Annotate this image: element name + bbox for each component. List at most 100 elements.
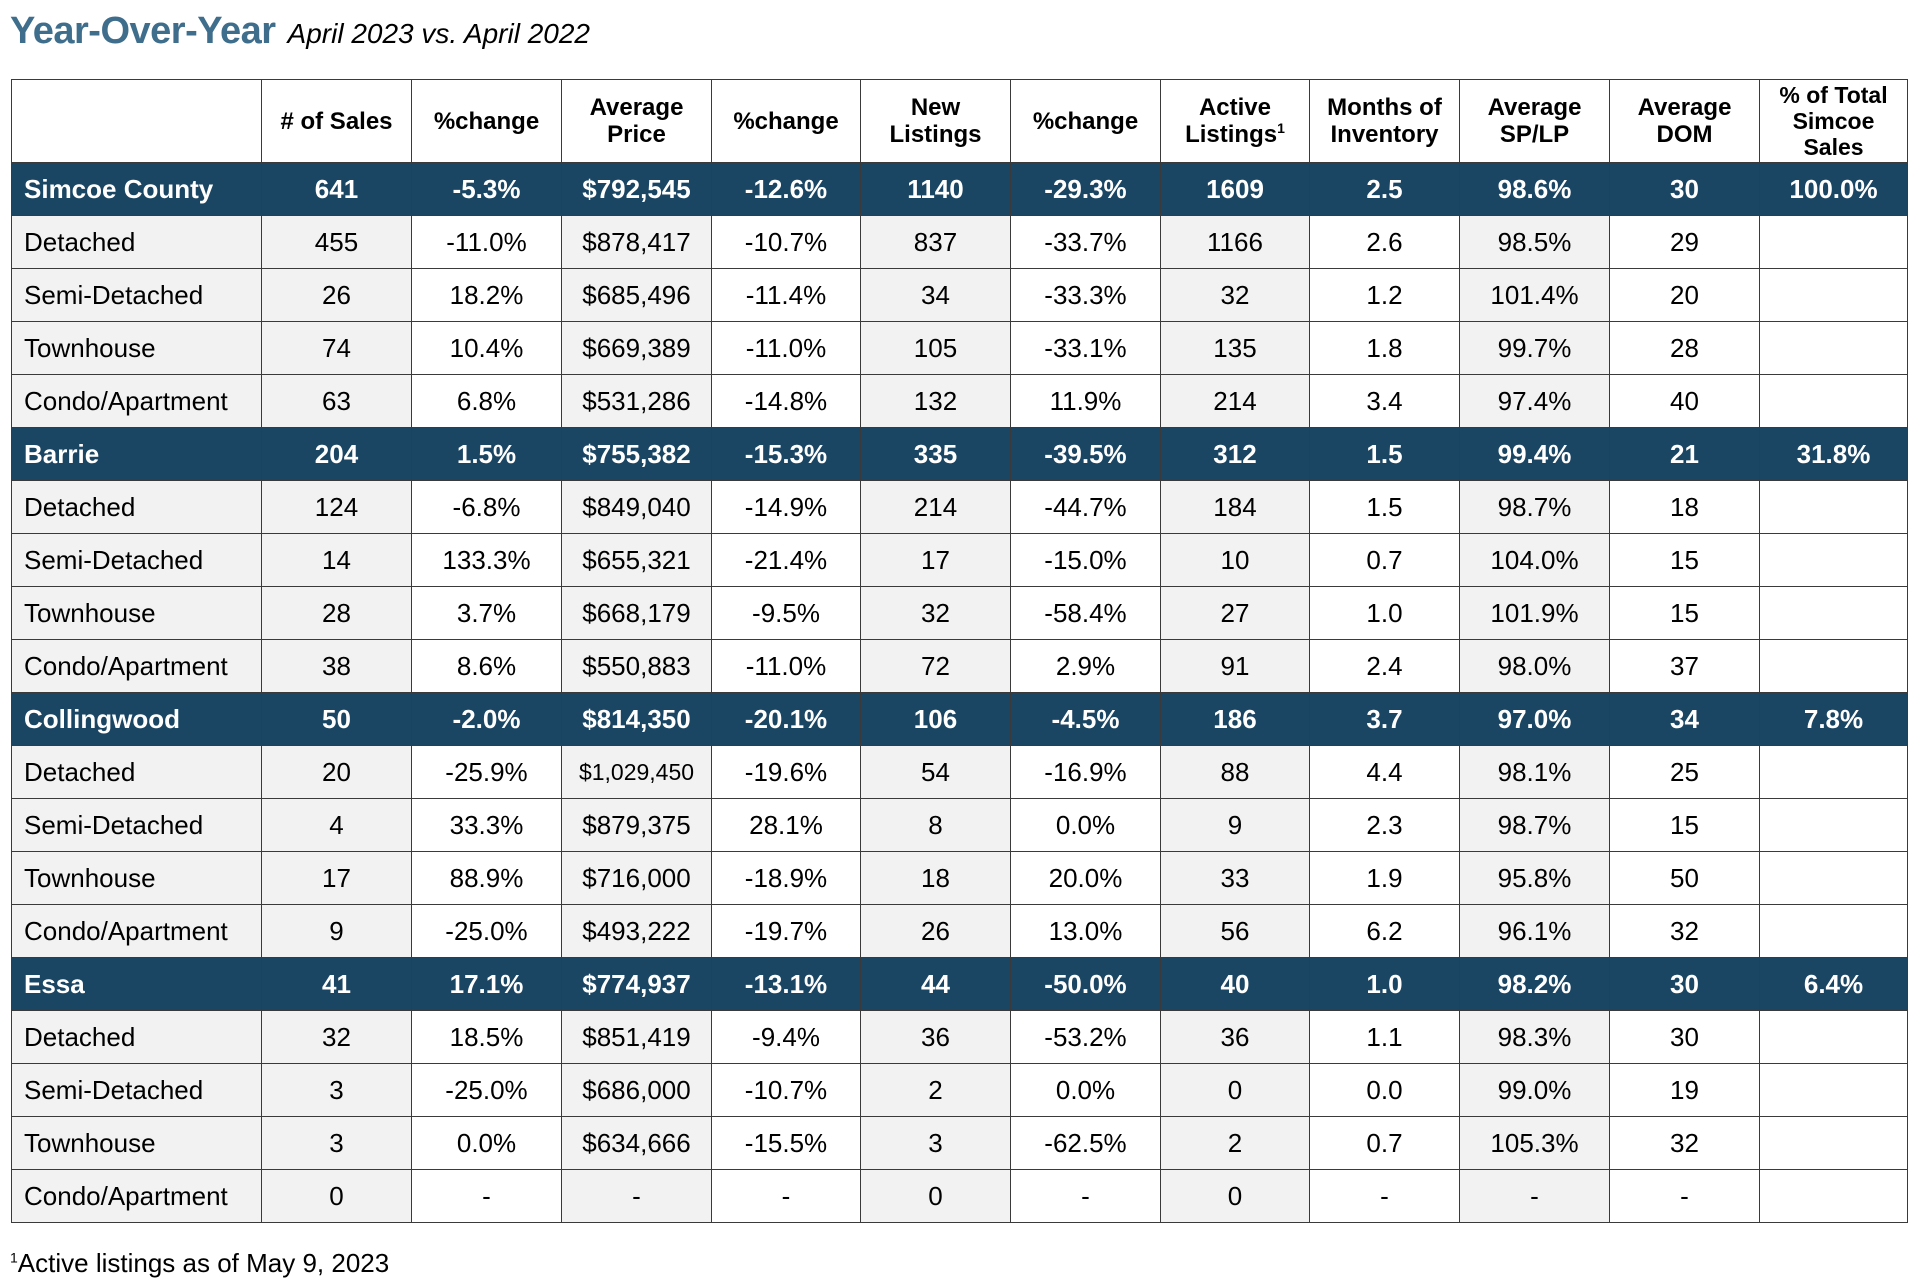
cell-sales-change: 1.5% (411, 427, 562, 481)
table-header-row: # of Sales %change Average Price %change … (11, 79, 1908, 163)
cell-months-inventory: 3.7 (1309, 692, 1460, 746)
cell-area: Condo/Apartment (11, 904, 262, 958)
cell-listings-change: -15.0% (1010, 533, 1161, 587)
cell-listings-change: - (1010, 1169, 1161, 1223)
cell-active-listings: 32 (1160, 268, 1310, 322)
cell-sales-change: -25.0% (411, 1063, 562, 1117)
cell-pct-total-sales: 6.4% (1759, 957, 1908, 1011)
cell-sales-change: -5.3% (411, 162, 562, 216)
header-pct-total-sales: % of Total Simcoe Sales (1759, 79, 1908, 163)
cell-price-change: -10.7% (711, 1063, 861, 1117)
cell-new-listings: 26 (860, 904, 1011, 958)
cell-average-price: $531,286 (561, 374, 712, 428)
cell-pct-total-sales (1759, 1116, 1908, 1170)
header-new-listings: New Listings (860, 79, 1011, 163)
header-average-price: Average Price (561, 79, 712, 163)
region-row: Collingwood 50 -2.0% $814,350 -20.1% 106 -4.5%… (11, 692, 1908, 746)
cell-months-inventory: 0.0 (1309, 1063, 1460, 1117)
cell-active-listings: 27 (1160, 586, 1310, 640)
cell-sales-change: -2.0% (411, 692, 562, 746)
cell-price-change: -9.5% (711, 586, 861, 640)
cell-months-inventory: 4.4 (1309, 745, 1460, 799)
cell-pct-total-sales (1759, 374, 1908, 428)
cell-sales: 3 (261, 1116, 412, 1170)
cell-average-price: $755,382 (561, 427, 712, 481)
table-row: Semi-Detached 26 18.2% $685,496 -11.4% 34 -33.… (11, 268, 1908, 322)
cell-new-listings: 1140 (860, 162, 1011, 216)
cell-price-change: -18.9% (711, 851, 861, 905)
cell-listings-change: -33.7% (1010, 215, 1161, 269)
cell-average-splp: 95.8% (1459, 851, 1610, 905)
cell-new-listings: 32 (860, 586, 1011, 640)
cell-active-listings: 312 (1160, 427, 1310, 481)
cell-new-listings: 132 (860, 374, 1011, 428)
cell-average-dom: 28 (1609, 321, 1760, 375)
cell-average-splp: 104.0% (1459, 533, 1610, 587)
footnote-text: Active listings as of May 9, 2023 (17, 1248, 390, 1278)
header-area (11, 79, 262, 163)
cell-average-dom: 21 (1609, 427, 1760, 481)
cell-sales-change: 6.8% (411, 374, 562, 428)
cell-listings-change: -39.5% (1010, 427, 1161, 481)
table-body: Simcoe County 641 -5.3% $792,545 -12.6% 1140-… (11, 162, 1908, 1223)
cell-sales: 124 (261, 480, 412, 534)
cell-average-price: $879,375 (561, 798, 712, 852)
cell-pct-total-sales (1759, 851, 1908, 905)
cell-active-listings: 2 (1160, 1116, 1310, 1170)
cell-new-listings: 44 (860, 957, 1011, 1011)
cell-average-price: - (561, 1169, 712, 1223)
cell-price-change: -11.4% (711, 268, 861, 322)
cell-sales: 455 (261, 215, 412, 269)
cell-average-price: $792,545 (561, 162, 712, 216)
cell-sales-change: -25.9% (411, 745, 562, 799)
cell-sales: 14 (261, 533, 412, 587)
cell-price-change: -11.0% (711, 639, 861, 693)
cell-pct-total-sales: 100.0% (1759, 162, 1908, 216)
cell-area: Townhouse (11, 586, 262, 640)
cell-sales-change: 88.9% (411, 851, 562, 905)
cell-sales-change: 3.7% (411, 586, 562, 640)
cell-listings-change: -33.3% (1010, 268, 1161, 322)
cell-listings-change: -29.3% (1010, 162, 1161, 216)
cell-sales: 4 (261, 798, 412, 852)
cell-months-inventory: 2.4 (1309, 639, 1460, 693)
cell-pct-total-sales (1759, 321, 1908, 375)
cell-sales: 204 (261, 427, 412, 481)
cell-price-change: -15.3% (711, 427, 861, 481)
cell-listings-change: 13.0% (1010, 904, 1161, 958)
cell-active-listings: 88 (1160, 745, 1310, 799)
footnote-sup: 1 (10, 1249, 18, 1266)
cell-new-listings: 105 (860, 321, 1011, 375)
cell-active-listings: 184 (1160, 480, 1310, 534)
cell-months-inventory: 0.7 (1309, 533, 1460, 587)
header-average-splp: Average SP/LP (1459, 79, 1610, 163)
footnote: 1Active listings as of May 9, 2023 (10, 1248, 389, 1279)
cell-average-dom: 34 (1609, 692, 1760, 746)
table-row: Semi-Detached 3 -25.0% $686,000 -10.7% 2 0.0% 0… (11, 1063, 1908, 1117)
cell-listings-change: -4.5% (1010, 692, 1161, 746)
cell-average-price: $1,029,450 (561, 745, 712, 799)
header-listings-change: %change (1010, 79, 1161, 163)
cell-new-listings: 335 (860, 427, 1011, 481)
cell-sales-change: 10.4% (411, 321, 562, 375)
cell-pct-total-sales: 31.8% (1759, 427, 1908, 481)
cell-new-listings: 8 (860, 798, 1011, 852)
cell-average-dom: - (1609, 1169, 1760, 1223)
cell-price-change: -10.7% (711, 215, 861, 269)
cell-average-price: $849,040 (561, 480, 712, 534)
cell-average-price: $814,350 (561, 692, 712, 746)
cell-area: Simcoe County (11, 162, 262, 216)
cell-months-inventory: 1.0 (1309, 586, 1460, 640)
cell-pct-total-sales (1759, 215, 1908, 269)
cell-pct-total-sales (1759, 745, 1908, 799)
cell-average-dom: 29 (1609, 215, 1760, 269)
cell-active-listings: 56 (1160, 904, 1310, 958)
page-title: Year-Over-Year (10, 10, 276, 52)
table-row: Semi-Detached 4 33.3% $879,375 28.1% 8 0.0% 9 2.… (11, 798, 1908, 852)
cell-area: Detached (11, 215, 262, 269)
cell-area: Collingwood (11, 692, 262, 746)
cell-new-listings: 17 (860, 533, 1011, 587)
cell-sales-change: 0.0% (411, 1116, 562, 1170)
cell-area: Townhouse (11, 1116, 262, 1170)
cell-active-listings: 135 (1160, 321, 1310, 375)
